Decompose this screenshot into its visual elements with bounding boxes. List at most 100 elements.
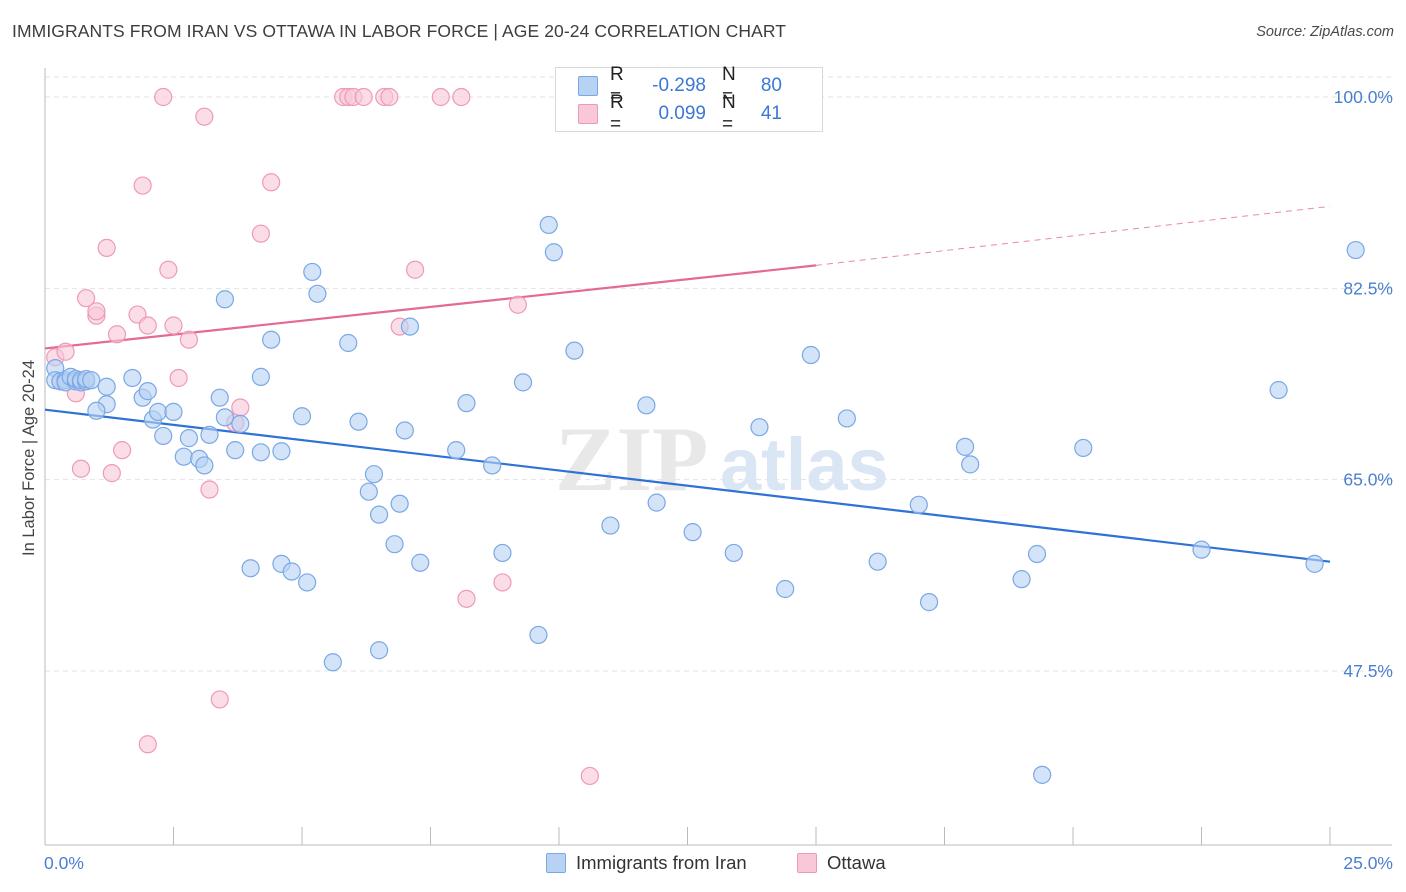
ottawa-point	[457, 589, 476, 608]
ottawa-point	[164, 316, 183, 335]
axes	[44, 68, 1392, 846]
ottawa-point	[138, 316, 157, 335]
ottawa-point	[580, 766, 599, 786]
ottawa-point	[493, 573, 512, 592]
iran-point	[909, 495, 928, 514]
iran-point	[339, 333, 358, 353]
iran-point	[308, 284, 327, 303]
iran-point	[601, 516, 620, 535]
series-legend: Immigrants from Iran Ottawa	[0, 852, 1406, 878]
legend-item-iran[interactable]: Immigrants from Iran	[546, 852, 747, 874]
iran-point	[411, 553, 430, 572]
ottawa-point	[138, 735, 157, 754]
y-tick-label: 82.5%	[1343, 278, 1393, 298]
iran-point	[868, 552, 887, 571]
iran-point	[303, 262, 322, 282]
iran-point	[226, 441, 245, 460]
iran-point	[215, 290, 234, 309]
legend-n-label: N =	[722, 92, 736, 135]
source-label: Source: ZipAtlas.com	[1256, 24, 1394, 40]
y-tick-label: 65.0%	[1343, 470, 1393, 490]
ottawa-point	[71, 459, 91, 478]
iran-point	[154, 426, 173, 446]
iran-trendline	[44, 408, 1331, 563]
ottawa-point	[102, 464, 121, 483]
iran-point	[1074, 438, 1093, 458]
iran-point	[262, 330, 281, 349]
ottawa-point	[154, 87, 173, 107]
legend-n-value: 41	[760, 103, 782, 124]
iran-point	[400, 317, 420, 336]
iran-point	[164, 402, 183, 421]
iran-point	[955, 437, 975, 456]
legend-r-label: R =	[610, 92, 624, 135]
iran-point	[370, 641, 389, 660]
ottawa-point	[77, 289, 96, 308]
legend-r-value: -0.298	[652, 75, 706, 96]
iran-point	[647, 493, 666, 512]
iran-point	[395, 421, 414, 440]
iran-point	[1192, 540, 1211, 559]
legend-n-label: N =	[722, 64, 736, 107]
legend-r-value: 0.099	[658, 103, 706, 124]
ottawa-point	[107, 325, 127, 344]
iran-point	[364, 465, 384, 484]
iran-point	[513, 373, 533, 392]
iran-point	[349, 412, 368, 431]
iran-point	[544, 243, 563, 262]
trend-lines	[44, 205, 1331, 563]
iran-point	[97, 377, 116, 396]
legend-item-ottawa[interactable]: Ottawa	[797, 852, 886, 874]
iran-point	[370, 505, 389, 524]
axis-labels: 47.5% 65.0% 82.5% 100.0% 0.0% 25.0%	[44, 87, 1393, 873]
y-axis-label: In Labor Force | Age 20-24	[20, 360, 38, 556]
iran-point	[1305, 554, 1324, 573]
iran-point	[272, 442, 291, 461]
ottawa-trendline	[815, 205, 1331, 266]
iran-point	[447, 441, 466, 460]
ottawa-point	[251, 224, 270, 243]
iran-point	[457, 394, 476, 413]
watermark: ZIP atlas	[555, 408, 889, 510]
ottawa-point	[97, 238, 116, 257]
legend-swatch-pink	[797, 853, 817, 873]
iran-point	[776, 579, 795, 599]
ottawa-point	[179, 330, 199, 349]
iran-point	[683, 523, 702, 542]
ottawa-point	[56, 342, 75, 361]
ottawa-point	[452, 87, 471, 107]
iran-point	[637, 396, 656, 415]
ottawa-point	[133, 176, 152, 195]
y-tick-label: 100.0%	[1334, 87, 1393, 107]
legend-swatch-blue	[578, 76, 598, 96]
iran-point	[493, 543, 512, 563]
iran-point	[138, 382, 157, 401]
ottawa-points	[46, 87, 620, 786]
iran-point	[87, 401, 106, 420]
iran-point	[1012, 570, 1031, 589]
iran-point	[241, 559, 260, 578]
legend-swatch-pink	[578, 104, 598, 124]
iran-point	[961, 455, 980, 474]
iran-point	[148, 402, 168, 421]
x-tick-label: 0.0%	[44, 853, 84, 873]
legend-swatch-blue	[546, 853, 566, 873]
iran-point	[390, 494, 409, 513]
iran-point	[837, 409, 856, 428]
iran-point	[298, 573, 317, 592]
watermark-zip: ZIP	[555, 408, 708, 510]
y-tick-label: 47.5%	[1343, 661, 1393, 681]
iran-point	[539, 215, 558, 235]
iran-point	[174, 447, 193, 466]
ottawa-point	[210, 690, 229, 709]
legend-row-iran: R = -0.298 N = 80	[578, 64, 782, 107]
ottawa-point	[405, 260, 425, 279]
legend-label-ottawa: Ottawa	[827, 852, 886, 873]
ottawa-point	[380, 87, 399, 107]
iran-point	[195, 456, 214, 475]
chart-title: IMMIGRANTS FROM IRAN VS OTTAWA IN LABOR …	[12, 21, 787, 41]
iran-point	[1033, 765, 1052, 784]
ottawa-point	[508, 295, 527, 314]
ottawa-point	[200, 480, 219, 499]
